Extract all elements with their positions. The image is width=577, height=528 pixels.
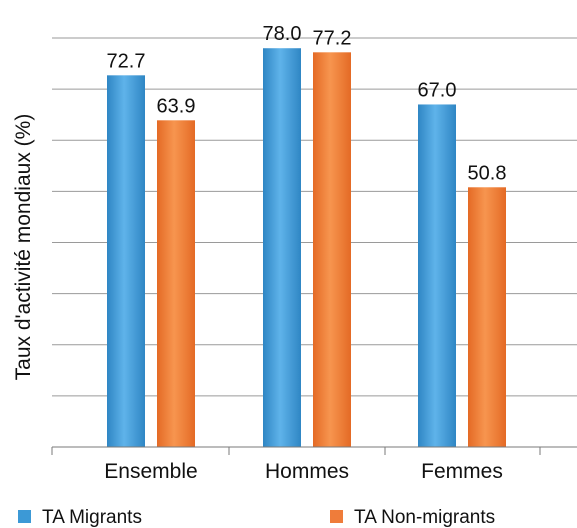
bar-non-migrants-hommes [313,52,351,447]
data-label: 67.0 [418,79,457,101]
data-label: 78.0 [263,23,302,45]
bar-migrants-femmes [418,104,456,448]
x-tick-label: Hommes [265,460,349,483]
legend: TA Migrants TA Non-migrants [18,507,495,528]
y-axis-label: Taux d'activité mondiaux (%) [12,114,35,381]
bar-migrants-hommes [263,48,301,447]
bar-non-migrants-ensemble [157,120,195,447]
data-label: 63.9 [157,95,196,117]
bar-migrants-ensemble [107,75,145,447]
legend-label: TA Non-migrants [354,507,495,528]
x-axis: Ensemble Hommes Femmes [51,446,577,483]
bars [107,48,506,448]
legend-swatch [330,510,343,523]
bar-non-migrants-femmes [468,187,506,447]
legend-swatch [18,510,31,523]
x-tick-label: Ensemble [104,460,197,483]
legend-label: TA Migrants [42,507,142,528]
x-tick-label: Femmes [421,460,503,483]
data-label: 50.8 [468,162,507,184]
data-label: 72.7 [107,50,146,72]
data-labels: 72.7 63.9 78.0 77.2 67.0 50.8 [107,23,507,184]
data-label: 77.2 [313,27,352,49]
